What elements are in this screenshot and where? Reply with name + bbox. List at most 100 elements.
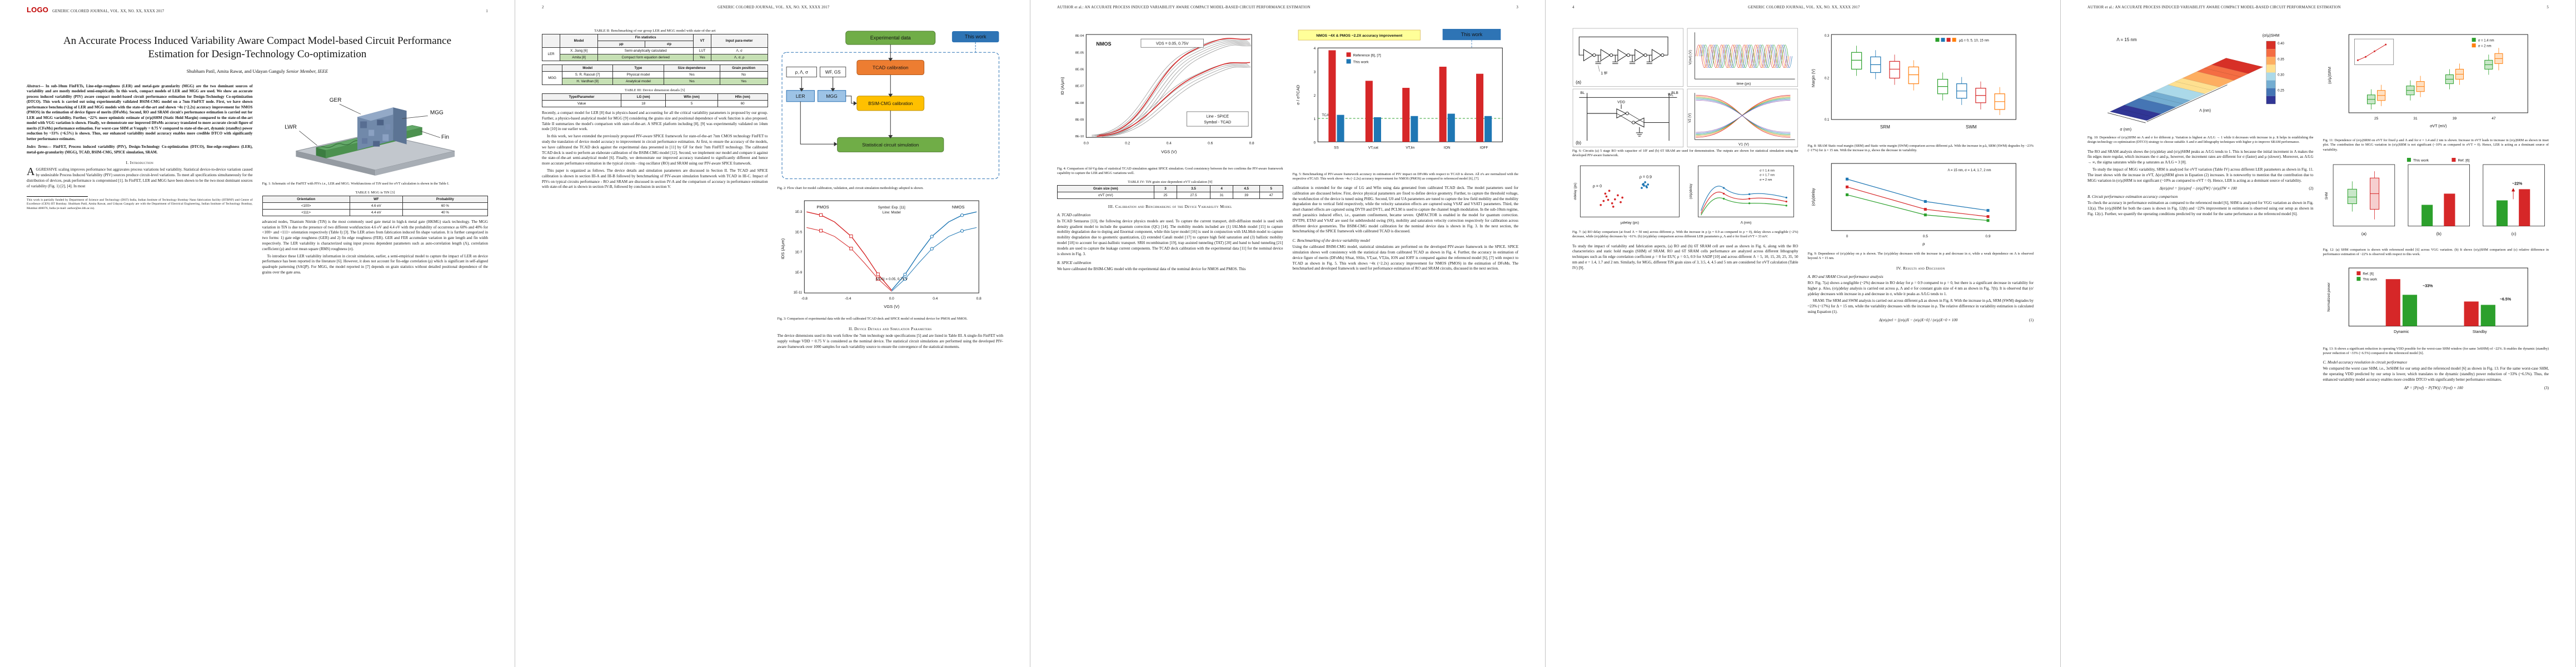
fig1-label-mgg: MGG: [430, 109, 443, 116]
fig12-panel-c: (c): [2511, 231, 2516, 236]
fig13-ylabel: Normalized power: [2327, 282, 2331, 311]
section-2-heading: II. Device Details and Simulation Parame…: [849, 326, 932, 332]
page5-col-right: σ = 1.4 nm σ = 2 nm 25 31 39 47 σVT (mV)…: [2323, 27, 2549, 393]
fig4-xtick: 0.4: [1167, 141, 1172, 145]
page-number: 4: [1572, 6, 1575, 9]
fig8-ytick: 0.2: [1824, 77, 1829, 81]
table-cell: Yes: [663, 78, 720, 85]
fig8-group-swm: SWM: [1965, 125, 1976, 130]
table-cell: Model: [562, 64, 614, 72]
table-cell: Yes: [693, 54, 711, 61]
section-4-heading: IV. Results and Discussion: [1896, 266, 1945, 271]
fig6-bl-label: BL: [1580, 91, 1585, 95]
fig3-legend-symbol: Symbol: Exp. [11]: [878, 206, 905, 210]
table-cell: Type/Parameter: [541, 93, 622, 101]
fig5-benchmark-bar-chart: NMOS ~4X & PMOS ~2.2X accuracy improveme…: [1296, 29, 1503, 150]
fig5-ylabel: σ / σTCAD: [1296, 84, 1301, 105]
fig6-butterfly-xlabel: V1 (V): [1738, 142, 1749, 146]
page4-results-paragraph-1: To study the impact of variability and f…: [1572, 243, 1798, 270]
fig9-sigma-mu-vs-rho: Λ = 15 nm, σ = 1.4, 1.7, 2 nm 0 0.5 0.9 …: [1812, 163, 2016, 246]
fig4-xtick: 0.2: [1125, 141, 1130, 145]
equation-2: Δ(σ/μ)rel = [(σ/μ)ref − (σ/μ)TW] / (σ/μ)…: [2087, 186, 2314, 191]
subsection-4b-heading: B. Circuit performance estimation accura…: [2087, 195, 2178, 200]
page5-col-left: Λ = 15 nm σ (nm): [2087, 27, 2314, 393]
fig3-legend-line: Line: Model: [882, 211, 900, 215]
page3-col-left: NMOS VDS = 0.05, 0.75V Line - SPICE Symb…: [1057, 27, 1283, 274]
equation-1: Δ(σ/μ)rel = [(σ/μ)X − (σ/μ)X=0] / (σ/μ)X…: [1808, 318, 2034, 322]
fig5-category: IOFF: [1479, 146, 1488, 150]
flow-ler-inputs: ρ, Λ, σ: [795, 70, 808, 75]
fig12-panel-b: (b): [2436, 231, 2442, 236]
section-3-heading: III. Calibration and Benchmarking of the…: [1108, 203, 1232, 209]
subsection-4a-heading: A. RO and SRAM Circuit performance analy…: [1807, 275, 1884, 280]
fig8-srm-swm-boxplot: μΔ = 0, 5, 10, 15 nm 0.3 0.2 0.1 SRM SWM…: [1812, 34, 2016, 130]
table2-mgg-benchmark: Model Type Size dependence Grain positio…: [541, 64, 768, 85]
fig11-legend-2: σ = 2 nm: [2478, 45, 2491, 48]
fig4-xtick: 0.8: [1249, 141, 1254, 145]
fig11-xtick: 39: [2452, 117, 2457, 121]
fig5-tcad-line-label: TCAD: [1322, 113, 1332, 117]
table-cell: 40 %: [402, 208, 489, 216]
page-number: 5: [2547, 6, 2549, 9]
equation-3: ΔP = [P(ref) − P(TW)] / P(ref) × 100 (3): [2323, 386, 2549, 390]
fig4-ytick: 8E-04: [1075, 34, 1084, 38]
fig7-legend-sigma17: σ = 1.7 nm: [1760, 174, 1775, 177]
flow-statistical-simulation: Statistical circuit simulation: [862, 142, 919, 147]
table-cell: Compact form equation derived: [597, 54, 694, 61]
subsection-3a-heading: A. TCAD calibration: [1057, 212, 1091, 217]
fig6-sram-schematic: WL BL BLB VDD: [1572, 88, 1684, 147]
fig8-ylabel: Margin (V): [1812, 69, 1816, 87]
page4-header: 4 GENERIC COLORED JOURNAL, VOL. XX, NO. …: [1572, 6, 2034, 9]
fig5-caption: Fig. 5: Benchmarking of PIV-aware framew…: [1292, 172, 1519, 181]
fig1-finfet-schematic: GER LWR MGG Fin: [285, 97, 455, 176]
page1-col-left: Abstract— In sub-10nm FinFETs, Line-edge…: [27, 84, 253, 277]
fig4-legend-symbol: Symbol - TCAD: [1204, 121, 1231, 125]
abstract: Abstract— In sub-10nm FinFETs, Line-edge…: [27, 84, 253, 142]
fig4-xtick: 0.0: [1084, 141, 1089, 145]
page5-accuracy-paragraph: To check the accuracy in performance est…: [2087, 201, 2314, 216]
fig7-lines-xlabel: Λ (nm): [1740, 221, 1751, 225]
table-cell: Λ, σ, ρ: [710, 54, 768, 61]
fig6-ro-schematic: 1 fF (a): [1572, 28, 1684, 87]
fig6-wl-label: WL: [1668, 93, 1673, 97]
flow-this-work: This work: [964, 34, 986, 39]
table-cell: Model: [560, 34, 599, 48]
page3-calibration-paragraph: calibration is extended for the range of…: [1292, 185, 1519, 234]
page2-col-left: TABLE II: Benchmarking of our group LER …: [541, 27, 768, 352]
fig4-ylabel: ID (A/μm): [1060, 77, 1065, 95]
fig8-legend: μΔ = 0, 5, 10, 15 nm: [1959, 39, 1989, 43]
fig9-xlabel: ρ: [1922, 241, 1925, 246]
page-5: AUTHOR et al.: AN ACCURATE PROCESS INDUC…: [2061, 0, 2576, 667]
table-cell: 5: [665, 100, 718, 107]
flow-bsim-calibration: BSIM-CMG calibration: [868, 101, 913, 106]
table1-mgg-tin: Orientation WF Probability <100> 4.6 eV …: [262, 195, 489, 216]
table-cell: No: [719, 71, 768, 78]
fig5-category: SS: [1334, 146, 1339, 150]
fig6-sram-butterfly: V2 (V) V1 (V): [1687, 88, 1798, 147]
fig7-rho0-label: ρ = 0: [1593, 184, 1602, 188]
page-4: 4 GENERIC COLORED JOURNAL, VOL. XX, NO. …: [1546, 0, 2061, 667]
author-names: Shubham Patil, Amita Rawat, and Udayan G…: [186, 68, 285, 74]
table-cell: H. Vardhan [9]: [562, 78, 614, 85]
table-cell: Yes: [719, 78, 768, 85]
fig6-row-1: 1 fF (a) V(out) (V): [1572, 28, 1798, 87]
fig4-caption: Fig. 4: Comparison of Id-Vg data of stat…: [1057, 166, 1283, 175]
table-cell: Yes: [663, 71, 720, 78]
fig10-cb-tick: 0.25: [2278, 89, 2284, 93]
table-cell: 60: [717, 100, 768, 107]
page3-benchmark-paragraph: Using the calibrated BSIM-CMG model, sta…: [1292, 245, 1519, 271]
fig5-accuracy-note: NMOS ~4X & PMOS ~2.2X accuracy improveme…: [1316, 34, 1403, 38]
fig4-legend-line: Line - SPICE: [1206, 115, 1229, 118]
fig7-legend-sigma2: σ = 2 nm: [1760, 178, 1772, 182]
table3-device-dimensions: Type/Parameter LG (nm) Wfin (nm) Hfin (n…: [541, 93, 768, 107]
fig3-ytick: 1E-3: [795, 211, 802, 214]
table-cell: X. Jiang [6]: [560, 47, 599, 54]
index-terms-label: Index Terms—: [27, 145, 52, 150]
table4-grain-size: Grain size (nm) 3 3.5 4 4.5 5 σVT (mV) 2…: [1057, 185, 1283, 199]
fig3-xtick: 0.4: [933, 297, 938, 301]
fig3-ytick: 1E-9: [795, 271, 802, 275]
flow-mgg-inputs: WF, GS: [825, 70, 840, 75]
fig12-legend-ref: Ref. [6]: [2458, 158, 2469, 162]
table-cell: Type: [612, 64, 664, 72]
fig6-waveform-xlabel: time (ps): [1736, 82, 1751, 86]
